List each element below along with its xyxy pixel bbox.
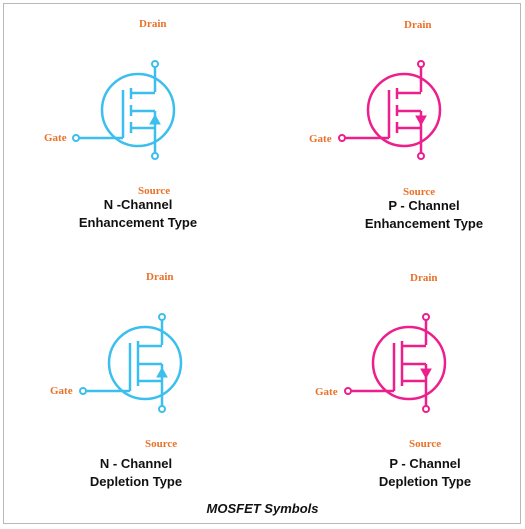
- n-dep-gate-terminal: [79, 387, 87, 395]
- p-dep-symbol: [344, 313, 447, 413]
- p-dep-source-label: Source: [409, 438, 442, 450]
- n-dep-caption-line1: N - Channel: [99, 456, 173, 471]
- p-enh-gate-terminal: [338, 134, 346, 142]
- n-dep-substrate-arrow: [156, 366, 168, 378]
- n-dep-drain-label: Drain: [146, 271, 174, 283]
- p-enh-substrate-arrow: [415, 115, 427, 127]
- n-dep-body-circle: [107, 325, 183, 401]
- n-enh-source-label: Source: [138, 185, 171, 197]
- n-enh-gate-terminal: [72, 134, 80, 142]
- figure-border: [3, 3, 521, 524]
- n-dep-caption: N - Channel Depletion Type: [56, 455, 216, 491]
- p-enh-body-circle: [366, 72, 442, 148]
- n-enh-body-circle: [100, 72, 176, 148]
- p-enh-caption: P - Channel Enhancement Type: [344, 197, 504, 233]
- figure-caption: MOSFET Symbols: [206, 501, 319, 516]
- p-enh-symbol: [338, 60, 442, 160]
- p-dep-drain-label: Drain: [410, 272, 438, 284]
- n-enh-drain-label: Drain: [139, 18, 167, 30]
- n-dep-drain-terminal: [158, 313, 166, 321]
- p-dep-source-terminal: [422, 405, 430, 413]
- n-enh-caption: N -Channel Enhancement Type: [58, 196, 218, 232]
- n-enh-caption-line2: Enhancement Type: [78, 215, 198, 230]
- p-dep-drain-terminal: [422, 313, 430, 321]
- p-enh-gate-label: Gate: [309, 133, 332, 145]
- p-enh-drain-label: Drain: [404, 19, 432, 31]
- n-dep-symbol: [79, 313, 183, 413]
- p-enh-source-label: Source: [403, 186, 436, 198]
- p-enh-caption-line2: Enhancement Type: [364, 216, 484, 231]
- n-dep-source-terminal: [158, 405, 166, 413]
- p-dep-body-circle: [371, 325, 447, 401]
- n-enh-symbol: [72, 60, 176, 160]
- p-dep-gate-terminal: [344, 387, 352, 395]
- p-enh-source-terminal: [417, 152, 425, 160]
- p-enh-drain-terminal: [417, 60, 425, 68]
- p-dep-gate-label: Gate: [315, 386, 338, 398]
- p-dep-caption-line1: P - Channel: [389, 456, 461, 471]
- n-enh-substrate-arrow: [149, 113, 161, 125]
- n-enh-caption-line1: N -Channel: [103, 197, 173, 212]
- n-enh-gate-label: Gate: [44, 132, 67, 144]
- n-dep-source-label: Source: [145, 438, 178, 450]
- p-dep-caption: P - Channel Depletion Type: [342, 455, 508, 491]
- n-dep-gate-label: Gate: [50, 385, 73, 397]
- p-dep-substrate-arrow: [420, 368, 432, 380]
- n-enh-source-terminal: [151, 152, 159, 160]
- p-enh-caption-line1: P - Channel: [388, 198, 460, 213]
- p-dep-caption-line2: Depletion Type: [378, 474, 472, 489]
- n-dep-caption-line2: Depletion Type: [89, 474, 183, 489]
- n-enh-drain-terminal: [151, 60, 159, 68]
